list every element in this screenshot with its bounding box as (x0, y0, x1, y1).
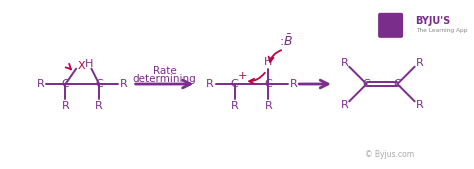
Text: R: R (62, 101, 69, 111)
Text: R: R (36, 79, 44, 89)
Text: C: C (62, 79, 69, 89)
Text: R: R (340, 58, 348, 68)
Text: H: H (264, 57, 273, 67)
Text: © Byjus.com: © Byjus.com (365, 150, 414, 159)
Text: H: H (85, 59, 94, 69)
Text: BYJU'S: BYJU'S (416, 17, 451, 27)
Text: R: R (120, 79, 128, 89)
Text: R: R (231, 101, 238, 111)
Text: Rate: Rate (153, 66, 176, 76)
Text: determining: determining (133, 74, 196, 84)
Text: C: C (393, 79, 401, 89)
FancyBboxPatch shape (378, 13, 403, 38)
Text: R: R (340, 100, 348, 110)
Text: R: R (290, 79, 297, 89)
Text: :$\bar{B}$: :$\bar{B}$ (279, 34, 293, 50)
Text: C: C (231, 79, 238, 89)
Text: C: C (95, 79, 103, 89)
Text: +: + (238, 71, 247, 81)
Text: R: R (264, 101, 272, 111)
Text: The Learning App: The Learning App (416, 28, 467, 33)
Text: C: C (264, 79, 272, 89)
Text: R: R (416, 58, 423, 68)
Text: C: C (363, 79, 370, 89)
Text: Ⓑ: Ⓑ (386, 18, 395, 33)
Text: R: R (206, 79, 214, 89)
Text: R: R (95, 101, 103, 111)
Text: R: R (416, 100, 423, 110)
Text: X: X (77, 61, 85, 71)
